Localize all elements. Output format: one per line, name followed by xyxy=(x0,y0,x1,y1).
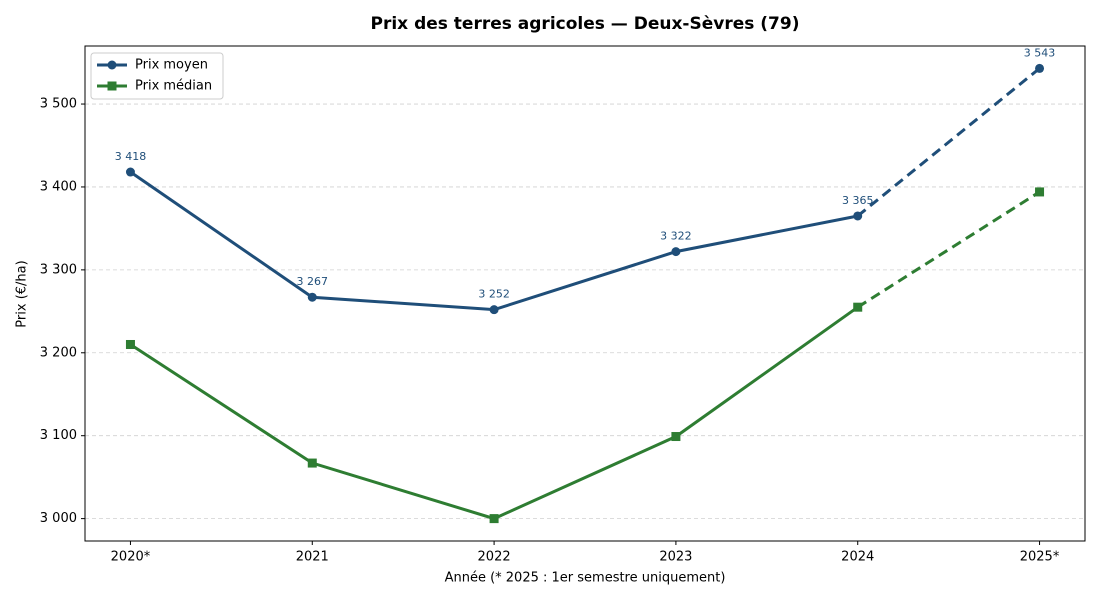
legend-label: Prix moyen xyxy=(135,58,208,73)
legend-label: Prix médian xyxy=(135,79,212,94)
x-tick-label: 2021 xyxy=(296,550,329,565)
line xyxy=(129,305,859,521)
y-tick-label: 3 100 xyxy=(40,428,77,443)
x-tick-label: 2020* xyxy=(111,550,151,565)
y-tick-label: 3 300 xyxy=(40,262,77,277)
x-tick-label: 2023 xyxy=(659,550,692,565)
value-label: 3 365 xyxy=(842,194,874,207)
value-label: 3 252 xyxy=(478,288,510,301)
y-axis-label: Prix (€/ha) xyxy=(15,260,30,327)
value-label: 3 543 xyxy=(1024,46,1056,59)
point xyxy=(489,305,499,315)
point xyxy=(125,167,135,177)
y-tick-label: 3 000 xyxy=(40,511,77,526)
plot-frame xyxy=(84,45,1086,542)
point xyxy=(307,458,317,468)
point xyxy=(853,302,863,312)
x-tick-label: 2022 xyxy=(478,550,511,565)
chart-title: Prix des terres agricoles — Deux-Sèvres … xyxy=(371,14,800,34)
point xyxy=(307,292,317,302)
point xyxy=(125,339,135,349)
x-tick-label: 2025* xyxy=(1020,550,1060,565)
point xyxy=(1035,63,1045,73)
value-label: 3 418 xyxy=(115,150,147,163)
y-tick-label: 3 200 xyxy=(40,345,77,360)
value-label: 3 267 xyxy=(297,275,329,288)
x-tick-label: 2024 xyxy=(841,550,874,565)
point xyxy=(671,247,681,257)
legend-marker xyxy=(107,81,117,91)
point xyxy=(1035,187,1045,197)
point xyxy=(853,211,863,221)
legend-marker xyxy=(107,60,117,70)
y-tick-label: 3 500 xyxy=(40,97,77,112)
value-label: 3 322 xyxy=(660,230,692,243)
y-tick-label: 3 400 xyxy=(40,179,77,194)
point xyxy=(671,432,681,442)
x-axis-label: Année (* 2025 : 1er semestre uniquement) xyxy=(445,571,726,586)
line-projection xyxy=(856,190,1041,309)
point xyxy=(489,514,499,524)
line-projection xyxy=(856,67,1041,218)
